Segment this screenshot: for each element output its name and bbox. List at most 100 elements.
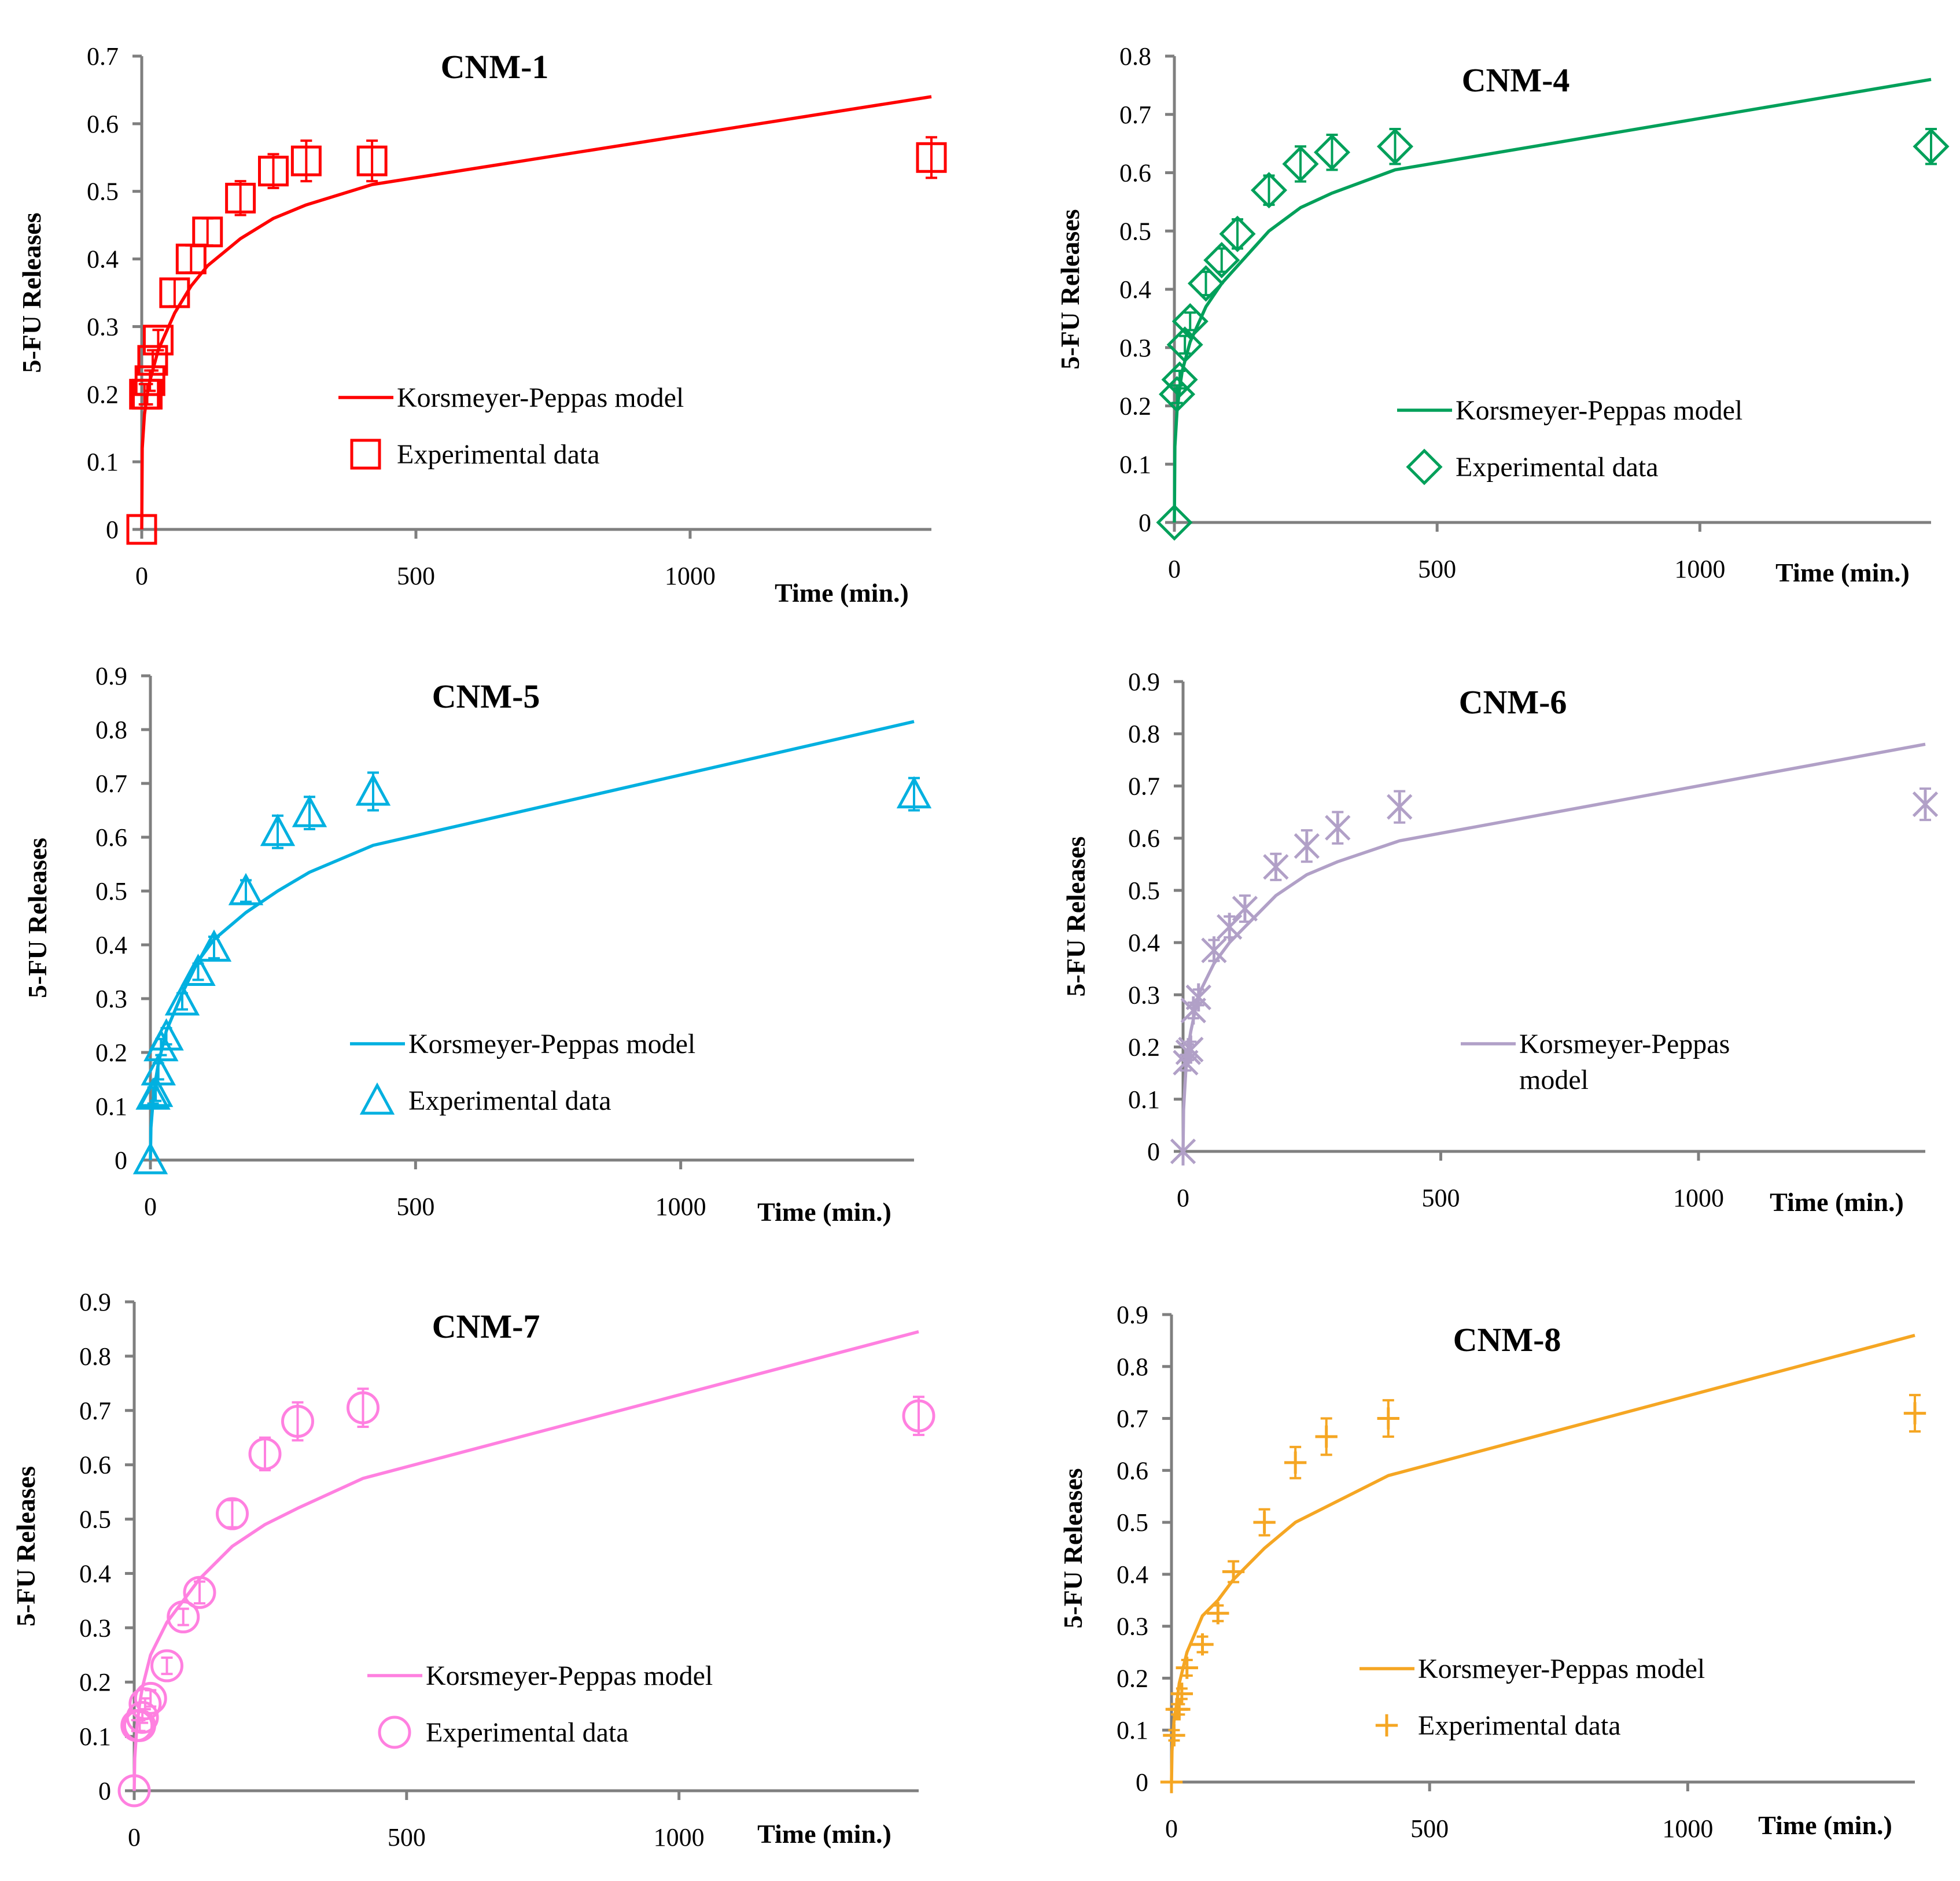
x-tick-label: 1000 bbox=[665, 562, 716, 590]
error-bar bbox=[234, 180, 246, 216]
y-tick-label: 0.6 bbox=[1119, 159, 1151, 187]
x-axis-label: Time (min.) bbox=[757, 1197, 891, 1227]
x-tick-label: 500 bbox=[388, 1823, 426, 1851]
error-bar bbox=[357, 1387, 369, 1428]
y-tick-label: 0.4 bbox=[1128, 929, 1160, 957]
data-point bbox=[916, 142, 947, 173]
data-point bbox=[902, 1399, 935, 1433]
data-point bbox=[1168, 1698, 1191, 1721]
x-tick-label: 0 bbox=[1177, 1184, 1189, 1212]
data-point bbox=[1284, 1451, 1307, 1474]
data-point bbox=[196, 929, 232, 962]
x-tick-label: 1000 bbox=[1662, 1814, 1713, 1843]
x-tick-label: 0 bbox=[128, 1823, 141, 1851]
y-tick-label: 0.6 bbox=[1117, 1456, 1148, 1485]
data-point bbox=[134, 365, 165, 396]
data-point bbox=[1171, 303, 1209, 340]
legend-data-label: Experimental data bbox=[1456, 452, 1659, 483]
x-tick-label: 1000 bbox=[655, 1192, 706, 1221]
x-axis-label: Time (min.) bbox=[1775, 558, 1910, 587]
data-point bbox=[1376, 128, 1414, 165]
data-point bbox=[1387, 793, 1413, 821]
y-tick-label: 0.6 bbox=[79, 1451, 111, 1479]
data-point bbox=[180, 954, 216, 986]
y-tick-label: 0.1 bbox=[87, 448, 119, 476]
data-point bbox=[258, 156, 289, 187]
x-tick-label: 500 bbox=[1410, 1814, 1449, 1843]
data-point bbox=[1170, 1683, 1193, 1705]
legend-data-label: Experimental data bbox=[1418, 1710, 1621, 1741]
data-point bbox=[260, 813, 296, 846]
y-tick-label: 0 bbox=[1139, 509, 1151, 537]
legend-marker-swatch bbox=[1375, 1714, 1398, 1737]
data-point bbox=[1294, 831, 1320, 860]
y-tick-label: 0.1 bbox=[1117, 1716, 1148, 1744]
y-tick-label: 0.4 bbox=[87, 245, 119, 274]
y-tick-label: 0.9 bbox=[1117, 1301, 1148, 1329]
y-tick-label: 0.5 bbox=[1117, 1508, 1148, 1537]
x-tick-label: 1000 bbox=[1673, 1184, 1724, 1212]
data-point bbox=[1170, 1137, 1196, 1166]
data-point bbox=[167, 1600, 200, 1634]
error-bar bbox=[267, 153, 279, 189]
data-point bbox=[248, 1437, 282, 1471]
y-tick-label: 0.8 bbox=[95, 716, 127, 744]
data-point bbox=[1160, 1770, 1183, 1794]
error-bar bbox=[177, 1607, 189, 1626]
y-tick-label: 0.5 bbox=[1119, 217, 1151, 245]
y-tick-label: 0.9 bbox=[1128, 668, 1160, 696]
error-bar bbox=[226, 1499, 238, 1529]
y-tick-label: 0 bbox=[1147, 1138, 1160, 1166]
y-tick-label: 0.7 bbox=[87, 42, 119, 71]
y-axis-label: 5-FU Releases bbox=[1058, 1468, 1088, 1628]
y-tick-label: 0.7 bbox=[1128, 772, 1160, 800]
error-bar bbox=[145, 1689, 157, 1708]
data-point bbox=[1185, 983, 1211, 1012]
chart-panel-6: 0 0.1 0.2 0.3 0.4 0.5 0.6 0.7 0.8 0.9 0 500 1000 CNM-… bbox=[1058, 1301, 1926, 1843]
y-tick-label: 0.3 bbox=[95, 985, 127, 1013]
data-point bbox=[164, 983, 200, 1016]
error-bar bbox=[292, 1401, 304, 1442]
model-series-line bbox=[1173, 78, 1932, 523]
chart-title: CNM-1 bbox=[441, 48, 549, 86]
legend-model-label: Korsmeyer-Peppas model bbox=[1456, 395, 1742, 426]
x-tick-label: 0 bbox=[1168, 555, 1181, 583]
y-tick-label: 0.7 bbox=[79, 1397, 111, 1425]
data-point bbox=[175, 244, 207, 275]
data-point bbox=[1222, 1560, 1245, 1583]
data-point bbox=[1166, 326, 1203, 363]
data-point bbox=[117, 1774, 151, 1808]
data-point bbox=[290, 145, 322, 176]
data-point bbox=[1203, 242, 1240, 279]
data-point bbox=[1250, 172, 1288, 209]
y-tick-label: 0.3 bbox=[79, 1614, 111, 1642]
y-tick-label: 0.3 bbox=[1128, 981, 1160, 1009]
data-point bbox=[141, 1053, 176, 1086]
data-point bbox=[1191, 1633, 1214, 1656]
y-tick-label: 0.2 bbox=[87, 380, 119, 408]
y-tick-label: 0.1 bbox=[1119, 450, 1151, 478]
y-tick-label: 0.5 bbox=[1128, 877, 1160, 905]
data-point bbox=[1163, 1724, 1185, 1747]
data-point bbox=[128, 1687, 162, 1721]
legend-data-label: Experimental data bbox=[408, 1085, 611, 1116]
y-tick-label: 0.8 bbox=[1128, 720, 1160, 748]
chart-panel-4: 0 0.1 0.2 0.3 0.4 0.5 0.6 0.7 0.8 0.9 0 500 1000 CNM-… bbox=[1061, 668, 1939, 1217]
data-point bbox=[1176, 1657, 1198, 1679]
y-tick-label: 0.2 bbox=[79, 1668, 111, 1696]
data-point bbox=[356, 145, 388, 176]
chart-panel-2: 0 0.1 0.2 0.3 0.4 0.5 0.6 0.7 0.8 0 500 1000 CNM-4 5-… bbox=[1055, 42, 1950, 587]
y-tick-label: 0.4 bbox=[1117, 1560, 1148, 1589]
error-bar bbox=[168, 278, 180, 308]
error-bar bbox=[259, 1436, 271, 1472]
data-point bbox=[126, 514, 157, 545]
data-point bbox=[138, 1074, 174, 1107]
data-point bbox=[1263, 852, 1289, 881]
y-tick-label: 0.2 bbox=[1117, 1664, 1148, 1692]
y-tick-label: 0 bbox=[1136, 1768, 1148, 1797]
chart-title: CNM-4 bbox=[1462, 61, 1570, 99]
chart-panel-5: 0 0.1 0.2 0.3 0.4 0.5 0.6 0.7 0.8 0.9 0 500 1000 CNM-… bbox=[11, 1288, 935, 1851]
x-axis-label: Time (min.) bbox=[1758, 1810, 1892, 1840]
y-tick-label: 0.2 bbox=[1128, 1033, 1160, 1062]
